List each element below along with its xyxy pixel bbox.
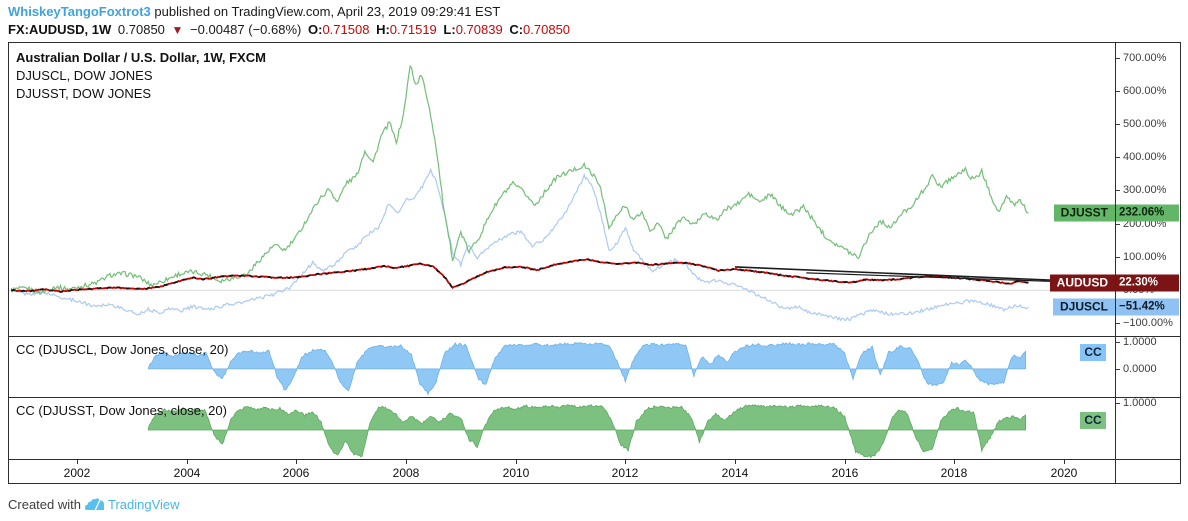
x-axis-tick xyxy=(954,460,955,464)
y-axis-label: 100.00% xyxy=(1123,251,1167,263)
chart-area: Australian Dollar / U.S. Dollar, 1W, FXC… xyxy=(8,42,1181,484)
y-axis-tick xyxy=(1116,224,1120,225)
y-axis-tick xyxy=(1116,323,1120,324)
djuscl-line xyxy=(10,167,1029,322)
y-axis-tick xyxy=(1116,342,1120,343)
close-value: 0.70850 xyxy=(523,22,571,37)
y-axis-tick xyxy=(1116,91,1120,92)
high-label: H: xyxy=(376,22,390,37)
audusd-line xyxy=(11,258,1029,293)
x-axis-tick xyxy=(735,460,736,464)
low-value: 0.70839 xyxy=(455,22,503,37)
cc1-area xyxy=(147,341,1026,396)
y-axis-label: 700.00% xyxy=(1123,52,1167,64)
symbol-name: FX:AUDUSD, 1W xyxy=(8,22,112,37)
x-axis-year-label: 2016 xyxy=(831,466,859,480)
x-axis-year-label: 2002 xyxy=(63,466,91,480)
low-label: L: xyxy=(443,22,456,37)
cc-indicator-badge: CC xyxy=(1080,344,1106,361)
y-axis-tick xyxy=(1116,190,1120,191)
x-axis-tick xyxy=(845,460,846,464)
y-axis-label: 400.00% xyxy=(1123,151,1167,163)
y-axis-label: 300.00% xyxy=(1123,184,1167,196)
audusd-name-badge: AUDUSD xyxy=(1049,274,1115,292)
y-axis-label: −100.00% xyxy=(1123,317,1173,329)
cc2-area xyxy=(147,403,1026,459)
y-axis-label: 600.00% xyxy=(1123,85,1167,97)
plot-canvas xyxy=(9,43,1115,464)
username-link[interactable]: WhiskeyTangoFoxtrot3 xyxy=(8,4,151,19)
publish-info: published on TradingView.com, April 23, … xyxy=(150,4,501,19)
x-axis-tick xyxy=(516,460,517,464)
djuscl-value-badge: −51.42% xyxy=(1116,298,1179,316)
y-axis-tick xyxy=(1116,403,1120,404)
x-axis-year-label: 2008 xyxy=(392,466,420,480)
djusst-name-badge: DJUSST xyxy=(1053,204,1115,222)
y-axis-label: 500.00% xyxy=(1123,118,1167,130)
price-change: −0.00487 (−0.68%) xyxy=(190,22,302,37)
audusd-value-badge: 22.30% xyxy=(1116,274,1179,292)
y-axis-label: 1.0000 xyxy=(1123,397,1157,409)
djuscl-name-badge: DJUSCL xyxy=(1052,298,1115,316)
y-axis-tick xyxy=(1116,124,1120,125)
close-label: C: xyxy=(509,22,524,37)
y-axis-tick xyxy=(1116,58,1120,59)
djusst-line xyxy=(10,64,1029,296)
x-axis-tick xyxy=(77,460,78,464)
last-price: 0.70850 xyxy=(117,22,165,37)
open-value: 0.71508 xyxy=(322,22,370,37)
symbol-status-line: FX:AUDUSD, 1W 0.70850 ▼ −0.00487 (−0.68%… xyxy=(8,21,573,39)
djusst-value-badge: 232.06% xyxy=(1116,204,1179,222)
x-axis-tick xyxy=(406,460,407,464)
x-axis-tick xyxy=(296,460,297,464)
open-label: O: xyxy=(307,22,323,37)
x-axis-year-label: 2004 xyxy=(173,466,201,480)
cc-indicator-badge: CC xyxy=(1080,412,1106,429)
x-axis-year-label: 2006 xyxy=(282,466,310,480)
publish-header: WhiskeyTangoFoxtrot3 published on Tradin… xyxy=(8,3,500,21)
high-value: 0.71519 xyxy=(389,22,437,37)
price-down-arrow-icon: ▼ xyxy=(171,23,184,37)
x-axis-year-label: 2020 xyxy=(1050,466,1078,480)
price-axis-line xyxy=(1115,43,1116,483)
y-axis-label: 1.0000 xyxy=(1123,336,1157,348)
x-axis-tick xyxy=(1064,460,1065,464)
tradingview-logo-icon xyxy=(84,497,104,514)
y-axis-label: 0.0000 xyxy=(1123,363,1157,375)
pane-separator xyxy=(9,397,1180,398)
x-axis-separator xyxy=(9,459,1180,460)
y-axis-tick xyxy=(1116,369,1120,370)
x-axis-tick xyxy=(625,460,626,464)
x-axis-year-label: 2014 xyxy=(721,466,749,480)
attribution-footer: Created with TradingView xyxy=(8,496,180,513)
created-with-text: Created with xyxy=(8,497,81,512)
tradingview-link[interactable]: TradingView xyxy=(107,497,180,512)
x-axis-year-label: 2010 xyxy=(502,466,530,480)
x-axis-year-label: 2012 xyxy=(611,466,639,480)
y-axis-tick xyxy=(1116,257,1120,258)
x-axis-tick xyxy=(187,460,188,464)
y-axis-tick xyxy=(1116,157,1120,158)
pane-separator xyxy=(9,336,1180,337)
x-axis-year-label: 2018 xyxy=(940,466,968,480)
